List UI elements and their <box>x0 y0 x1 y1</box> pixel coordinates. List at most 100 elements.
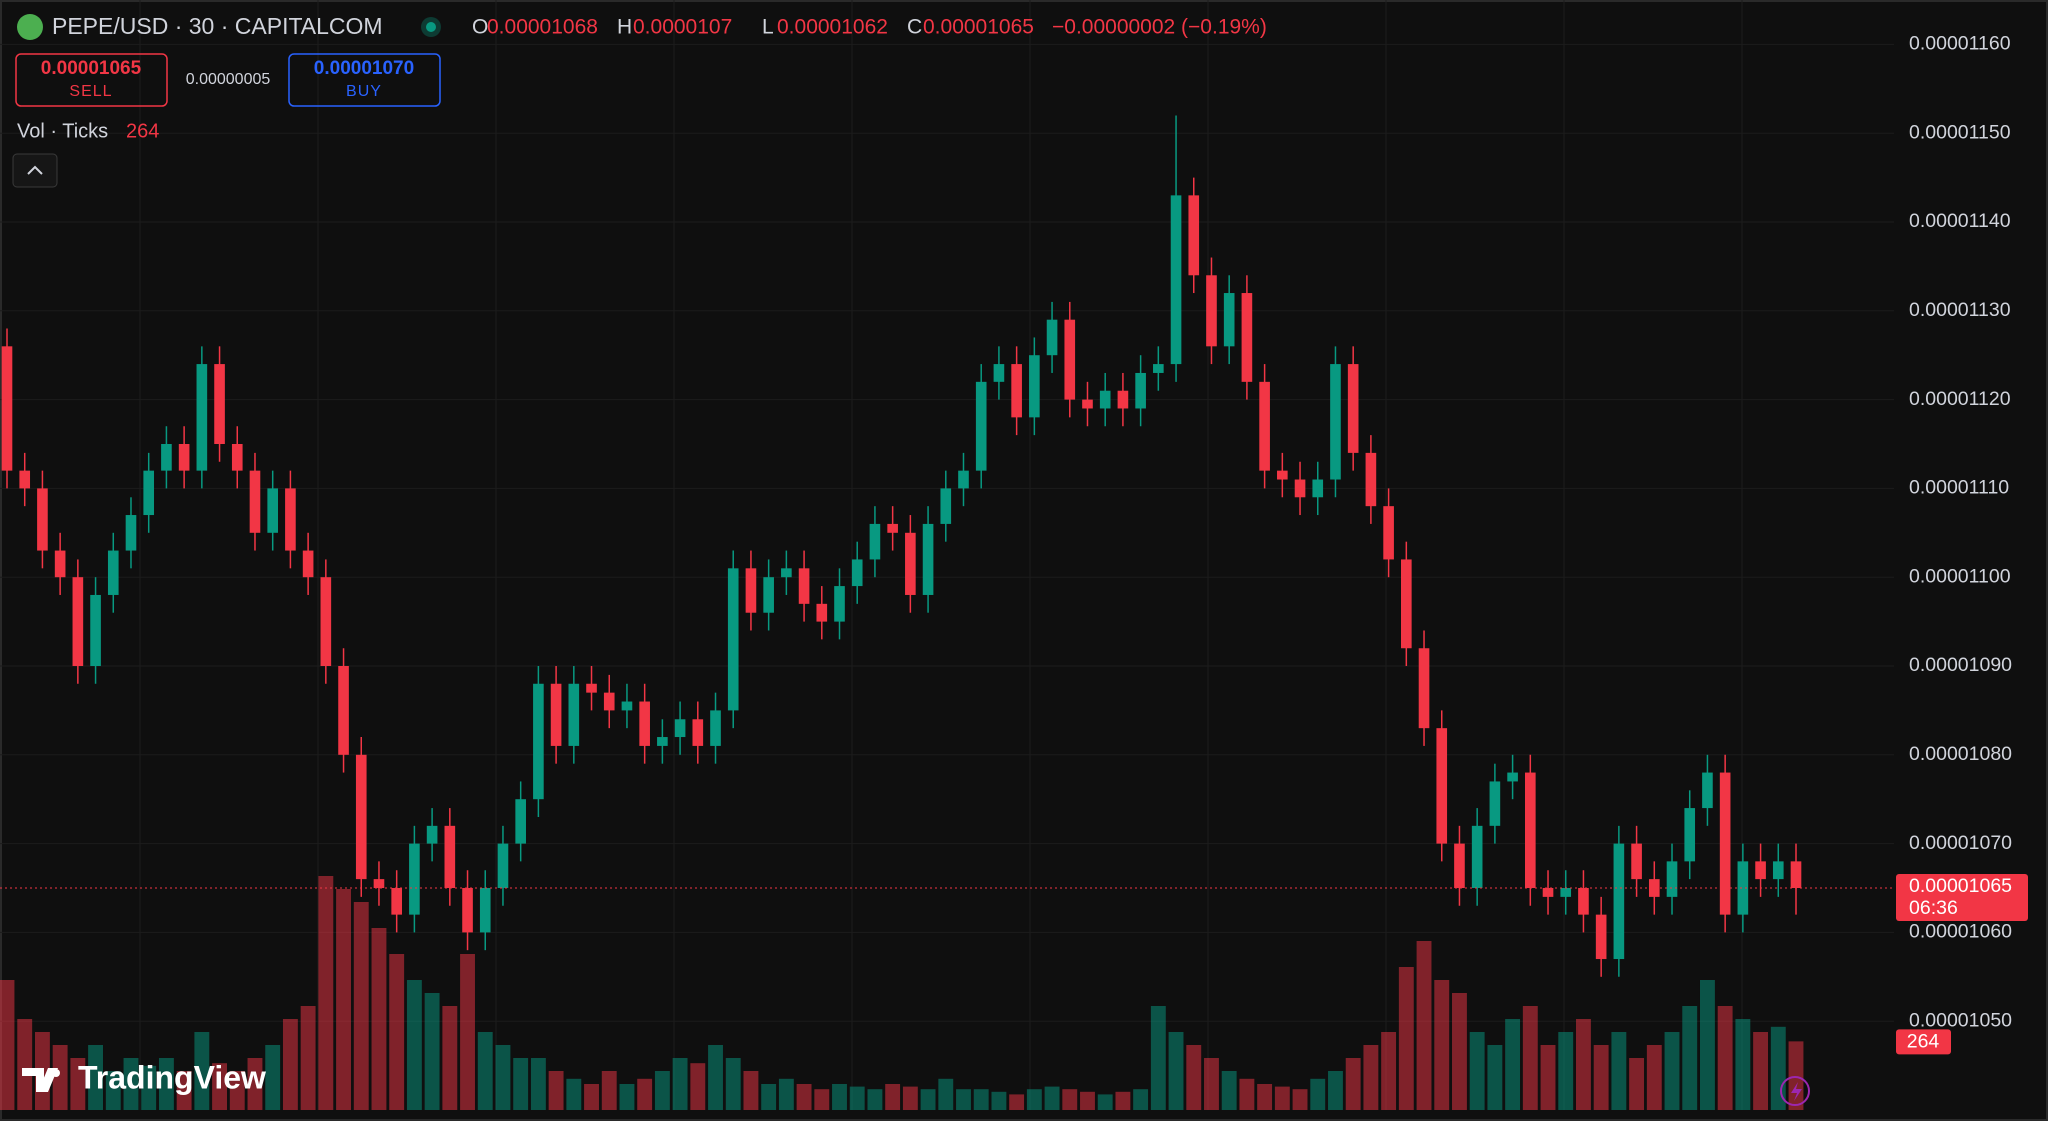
candle-body <box>1082 399 1093 409</box>
candle-body <box>1259 381 1270 471</box>
volume-bar <box>1593 1045 1609 1110</box>
volume-bar <box>1062 1089 1078 1110</box>
candle-body <box>1365 452 1377 507</box>
lightning-button[interactable] <box>1780 1076 1810 1106</box>
volume-bar <box>495 1045 511 1110</box>
volume-bar <box>282 1019 298 1110</box>
candle-body <box>373 879 385 888</box>
candle-body <box>1170 195 1182 365</box>
volume-bar <box>849 1086 865 1110</box>
volume-bar <box>584 1084 599 1110</box>
volume-bar <box>1044 1086 1060 1110</box>
volume-bar <box>1274 1086 1290 1110</box>
candle-body <box>1383 506 1394 560</box>
candle-body <box>1471 825 1483 888</box>
candle-body <box>214 364 225 444</box>
candle-body <box>1064 319 1076 400</box>
sell-button[interactable] <box>15 53 168 107</box>
buy-label: BUY <box>346 83 382 100</box>
spread: 0.00000005 <box>186 71 271 88</box>
ohlc-value: 0.00001068 <box>487 16 598 39</box>
volume-bar <box>1664 1032 1680 1110</box>
volume-bar <box>371 928 387 1110</box>
candle-body <box>497 843 509 888</box>
candle-body <box>533 683 544 800</box>
volume-bar <box>1310 1078 1326 1110</box>
volume-bar <box>1115 1091 1131 1110</box>
candle-body <box>1436 728 1448 844</box>
volume-bar <box>1717 1006 1733 1110</box>
candle-body <box>1153 364 1164 373</box>
candle-body <box>1772 861 1784 880</box>
candle-body <box>1631 843 1642 880</box>
volume-bar <box>1682 1006 1698 1110</box>
volume-bar <box>1753 1032 1769 1110</box>
candle-body <box>1046 319 1058 356</box>
candle-body <box>692 719 704 746</box>
candle-body <box>763 577 774 613</box>
volume-bar <box>442 1006 458 1110</box>
y-tick-label: 0.00001120 <box>1909 388 2011 410</box>
volume-bar <box>1328 1071 1343 1110</box>
candle-body <box>125 515 137 551</box>
volume-bar <box>176 1071 192 1110</box>
volume-bar <box>229 1071 245 1110</box>
volume-bar <box>654 1071 670 1110</box>
candle-body <box>1188 195 1200 276</box>
grid <box>0 0 1894 1110</box>
candle-layer <box>1 115 1802 977</box>
price-axis: 0.00001050 0.00001060 0.00001070 0.00001080… <box>0 33 2028 1055</box>
candle-body <box>1737 861 1749 915</box>
volume-bar <box>1646 1045 1662 1110</box>
candle-body <box>922 523 934 595</box>
buy-button[interactable] <box>288 53 441 107</box>
candle-body <box>1277 470 1288 480</box>
volume-bar <box>672 1058 688 1110</box>
volume-bar <box>1788 1041 1804 1110</box>
candle-body <box>798 568 810 604</box>
candle-body <box>1755 861 1766 880</box>
ohlc-label: L <box>762 16 774 39</box>
candle-body <box>1613 843 1625 960</box>
candle-body <box>320 577 332 666</box>
candle-body <box>515 799 526 844</box>
candle-body <box>462 888 473 933</box>
lightning-icon <box>1791 1082 1802 1101</box>
volume-bar <box>902 1086 918 1110</box>
volume-bar <box>1505 1019 1521 1110</box>
y-tick-label: 0.00001150 <box>1909 121 2011 143</box>
volume-bar <box>1558 1032 1574 1110</box>
price-tag <box>1896 874 2028 921</box>
volume-bar <box>141 1065 157 1110</box>
volume-bar <box>353 902 369 1110</box>
collapse-button[interactable] <box>12 153 58 188</box>
volume-bar <box>105 1071 121 1110</box>
volume-bar <box>0 980 15 1110</box>
candle-body <box>781 568 792 578</box>
candle-body <box>285 488 296 551</box>
sell-price: 0.00001065 <box>41 58 142 79</box>
volume-bar <box>318 876 334 1110</box>
symbol-title[interactable]: PEPE/USD · 30 · CAPITALCOM <box>52 13 383 39</box>
ohlc-label: C <box>907 16 922 39</box>
candle-body <box>727 568 739 711</box>
y-tick-label: 0.00001090 <box>1909 654 2012 676</box>
symbol-logo <box>17 14 43 40</box>
candle-body <box>479 888 491 933</box>
y-tick-label: 0.00001070 <box>1909 832 2012 854</box>
candle-body <box>267 488 279 533</box>
volume-bar <box>513 1058 529 1110</box>
brand-name: TradingView <box>78 1059 266 1095</box>
volume-bar <box>1363 1045 1379 1110</box>
volume-bar <box>1239 1078 1255 1110</box>
candle-body <box>426 825 438 844</box>
y-tick-label: 0.00001050 <box>1909 1009 2012 1031</box>
volume-bar <box>1416 941 1432 1110</box>
volume-bar <box>1080 1091 1095 1110</box>
volume-bar <box>832 1084 847 1110</box>
candle-body <box>409 843 420 915</box>
candle-body <box>1029 355 1040 418</box>
volume-bar <box>1168 1032 1184 1110</box>
volume-bar <box>1186 1045 1202 1110</box>
candle-body <box>975 381 987 471</box>
